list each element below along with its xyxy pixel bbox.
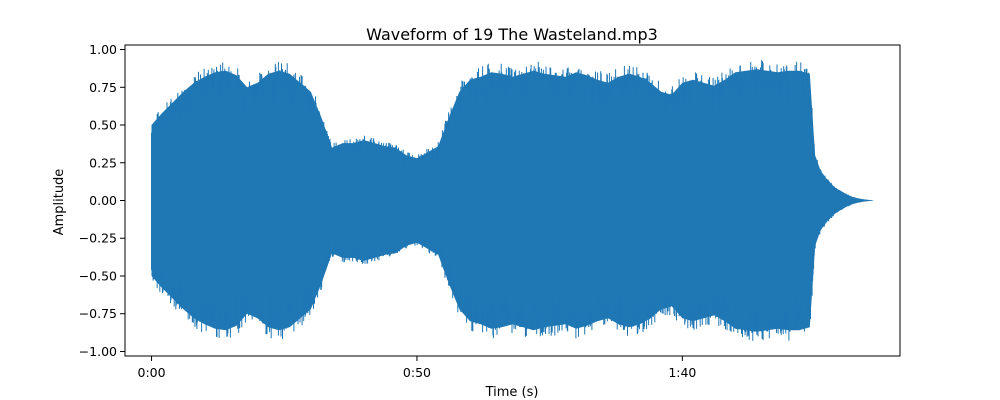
y-axis-label: Amplitude (52, 169, 67, 236)
x-axis-label: Time (s) (485, 385, 539, 400)
x-tick-label: 1:40 (668, 365, 696, 380)
y-tick-label: 0.50 (89, 118, 117, 133)
y-tick-label: −0.25 (79, 231, 117, 246)
x-tick-label: 0:50 (403, 365, 431, 380)
waveform-peaks (151, 60, 874, 341)
y-tick-label: −0.50 (79, 268, 117, 283)
y-tick-label: −1.00 (79, 344, 117, 359)
x-tick-label: 0:00 (138, 365, 166, 380)
y-axis-ticks: 1.00 0.75 0.50 0.25 0.00 −0.25 −0.50 −0.75 −1.00 (79, 42, 125, 359)
y-tick-label: 0.00 (89, 193, 117, 208)
x-axis-ticks: 0:00 0:50 1:40 (138, 356, 696, 380)
y-tick-label: 0.25 (89, 155, 117, 170)
plot-area (151, 60, 874, 341)
y-tick-label: 1.00 (89, 42, 117, 57)
y-tick-label: 0.75 (89, 80, 117, 95)
y-tick-label: −0.75 (79, 306, 117, 321)
chart-title: Waveform of 19 The Wasteland.mp3 (366, 25, 658, 44)
